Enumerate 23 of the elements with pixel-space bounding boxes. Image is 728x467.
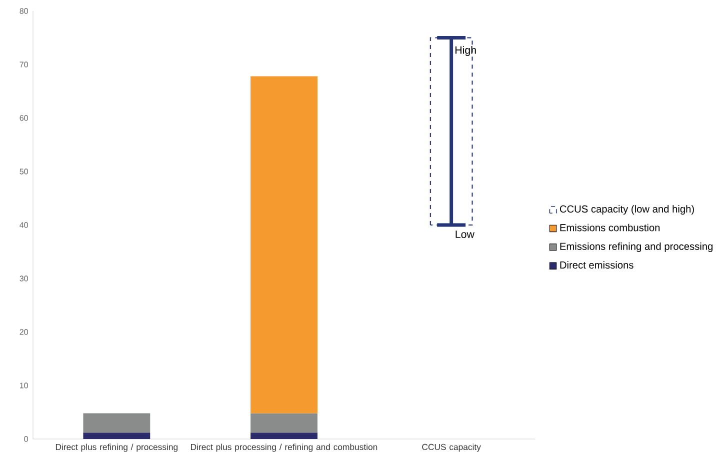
bar <box>250 76 318 414</box>
bar <box>83 413 150 433</box>
legend-label: Emissions refining and processing <box>560 242 713 252</box>
x-tick-label: CCUS capacity <box>422 444 481 452</box>
legend-label: CCUS capacity (low and high) <box>560 205 694 215</box>
bar <box>250 432 318 439</box>
y-tick-label: 60 <box>20 115 28 121</box>
y-tick-label: 80 <box>20 8 28 14</box>
y-tick-label: 0 <box>24 436 28 442</box>
annotation: High <box>455 46 476 56</box>
x-tick-label: Direct plus processing / refining and combustion <box>191 444 378 452</box>
legend-label: Emissions combustion <box>560 224 660 232</box>
y-tick-label: 20 <box>20 329 28 335</box>
annotation: Low <box>456 230 474 238</box>
y-tick-label: 40 <box>20 222 28 228</box>
x-tick-label: Direct plus refining / processing <box>56 444 178 452</box>
bar <box>83 432 150 439</box>
y-tick-label: 30 <box>20 276 28 282</box>
y-tick-label: 10 <box>20 382 28 388</box>
y-tick-label: 50 <box>20 168 28 174</box>
bar <box>250 413 318 433</box>
legend-label: Direct emissions <box>560 261 634 269</box>
y-tick-label: 70 <box>20 62 28 68</box>
